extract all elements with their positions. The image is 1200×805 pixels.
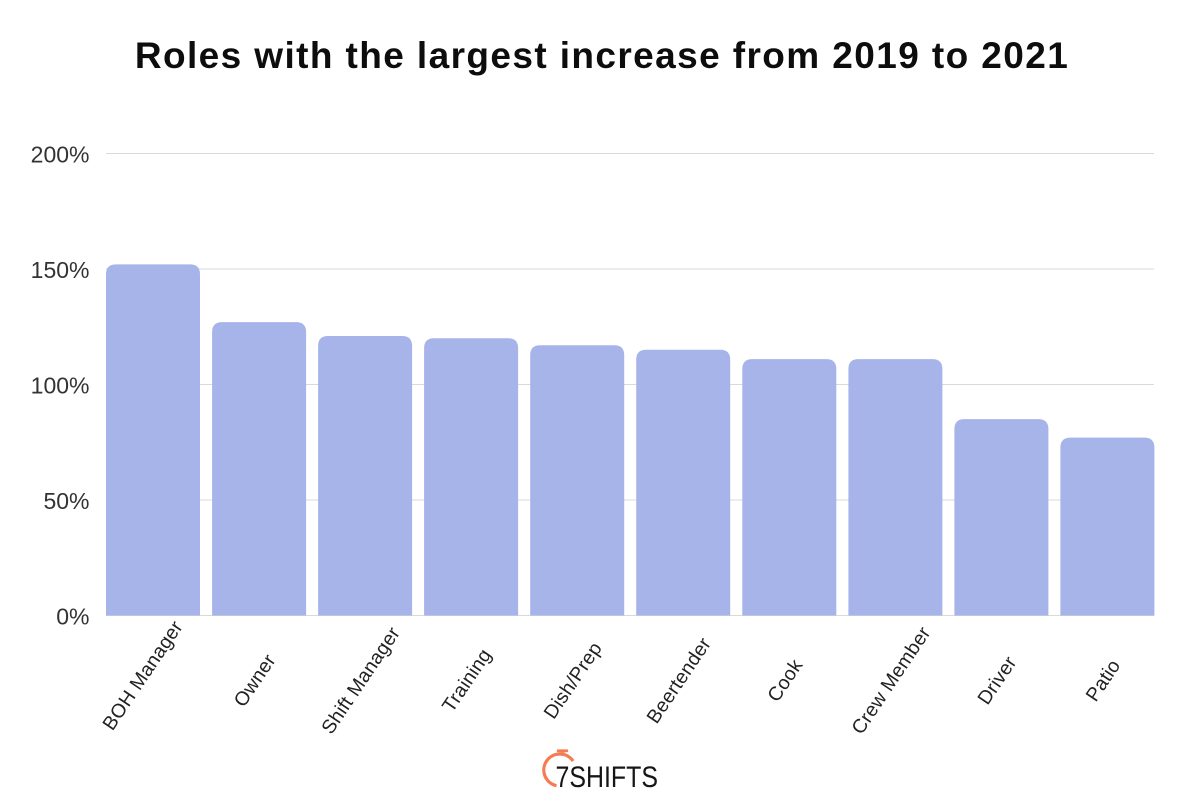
svg-text:200%: 200% <box>31 142 90 168</box>
svg-text:100%: 100% <box>31 373 90 399</box>
svg-text:50%: 50% <box>43 488 89 514</box>
svg-text:150%: 150% <box>31 257 90 283</box>
svg-text:0%: 0% <box>56 604 89 630</box>
svg-text:7SHIFTS: 7SHIFTS <box>556 761 659 794</box>
svg-text:Roles with the largest increas: Roles with the largest increase from 201… <box>135 35 1069 76</box>
